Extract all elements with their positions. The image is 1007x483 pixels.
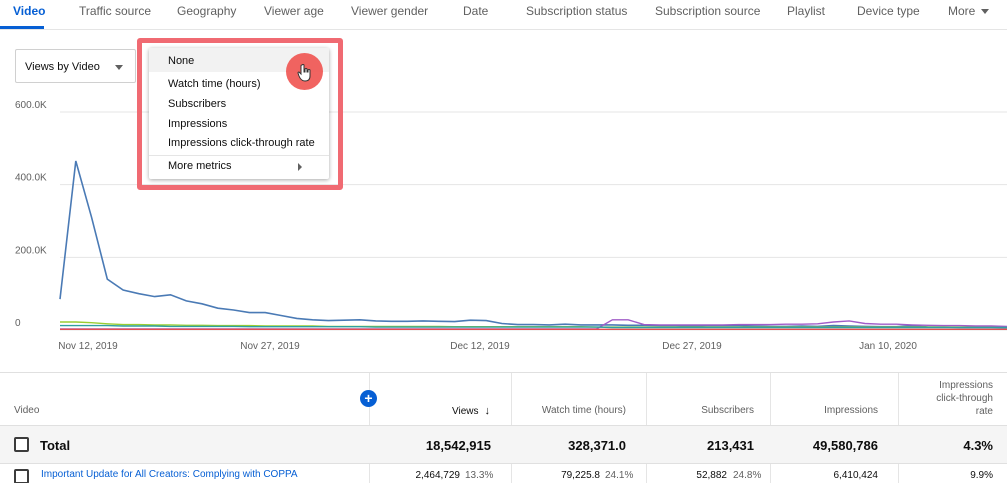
menu-item-impressions[interactable]: Impressions [168,118,228,130]
total-views: 18,542,915 [425,438,491,453]
tab-date[interactable]: Date [463,4,489,18]
header-ctr-line1[interactable]: Impressions [939,380,993,391]
header-subscribers[interactable]: Subscribers [701,405,754,416]
total-label: Total [40,438,71,453]
chart-metric-select-label: Views by Video [25,61,100,73]
y-tick-label: 400.0K [15,173,47,184]
tab-video[interactable]: Video [13,4,46,18]
chevron-right-icon [298,163,302,171]
tab-viewer-age[interactable]: Viewer age [264,4,324,18]
header-impressions[interactable]: Impressions [824,405,878,416]
y-tick-label: 600.0K [15,100,47,111]
x-tick-label: Nov 12, 2019 [58,341,118,352]
header-video: Video [14,405,40,416]
row-views-pct: 13.3% [465,470,494,481]
header-views[interactable]: Views ↓ [400,405,490,417]
row-subscribers-pct: 24.8% [733,470,762,481]
tab-viewer-gender[interactable]: Viewer gender [351,4,429,18]
hand-cursor-icon [297,64,311,82]
table-header: Video Views ↓ Watch time (hours) Subscrib… [0,373,1007,426]
menu-divider [149,155,329,156]
menu-item-more-metrics[interactable]: More metrics [149,160,329,172]
highlight-box [137,38,343,190]
total-watch-time: 328,371.0 [568,438,626,453]
row-views: 2,464,729 [415,470,461,481]
header-ctr-line3: rate [975,406,993,417]
y-tick-label: 200.0K [15,245,47,256]
row-ctr: 9.9% [970,470,993,481]
series-line-0[interactable] [59,160,1007,329]
tab-more[interactable]: More [948,4,990,18]
row-impressions: 6,410,424 [833,470,879,481]
x-tick-label: Jan 10, 2020 [859,341,917,352]
report-tabs: Video Traffic source Geography Viewer ag… [0,0,1007,30]
y-tick-label: 0 [15,318,21,329]
caret-down-icon [115,65,123,70]
row-subscribers: 52,882 [696,470,727,481]
total-impressions: 49,580,786 [812,438,878,453]
line-chart: 600.0K 400.0K 200.0K 0 Nov 12, 2019 Nov 27, … [15,100,1007,352]
series-line-4[interactable] [60,324,1007,329]
arrow-down-icon: ↓ [484,405,491,417]
menu-item-subscribers[interactable]: Subscribers [168,98,227,110]
header-ctr-line2: click-through [936,393,993,404]
chart-metric-select[interactable]: Views by Video [15,49,136,83]
total-row: Total 18,542,915 328,371.0 213,431 49,58… [0,426,1007,464]
header-watch-time[interactable]: Watch time (hours) [541,405,626,416]
total-ctr: 4.3% [963,438,993,453]
row-watch-time: 79,225.8 [561,470,600,481]
row-checkbox[interactable] [14,469,29,483]
more-metrics-label: More metrics [168,160,232,172]
tab-more-label: More [948,4,976,18]
header-views-label: Views [452,406,479,417]
data-table: Video Views ↓ Watch time (hours) Subscrib… [0,372,1007,483]
tab-geography[interactable]: Geography [177,4,237,18]
total-checkbox[interactable] [14,437,29,452]
menu-item-impressions-ctr[interactable]: Impressions click-through rate [168,137,315,149]
active-tab-indicator [0,26,44,29]
caret-down-icon [981,9,990,15]
tab-traffic-source[interactable]: Traffic source [79,4,152,18]
video-title-link[interactable]: Important Update for All Creators: Compl… [41,469,298,480]
x-tick-label: Dec 27, 2019 [662,341,722,352]
add-metric-button[interactable]: + [360,390,377,407]
menu-item-watch-time[interactable]: Watch time (hours) [168,78,261,90]
tab-subscription-source[interactable]: Subscription source [655,4,761,18]
tab-playlist[interactable]: Playlist [787,4,826,18]
tab-device-type[interactable]: Device type [857,4,920,18]
total-subscribers: 213,431 [707,438,754,453]
row-watch-time-pct: 24.1% [605,470,634,481]
tab-subscription-status[interactable]: Subscription status [526,4,628,18]
x-tick-label: Dec 12, 2019 [450,341,510,352]
x-tick-label: Nov 27, 2019 [240,341,300,352]
